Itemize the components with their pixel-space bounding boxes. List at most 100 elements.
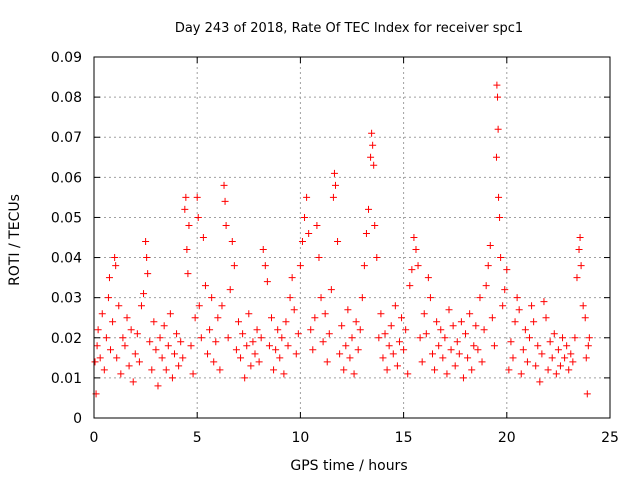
data-point [113,354,121,362]
data-point [150,318,158,326]
data-point [255,358,263,366]
data-point [319,338,327,346]
data-point [437,326,445,334]
data-point [117,370,125,378]
data-point [346,354,354,362]
data-point [443,370,451,378]
data-point [137,302,145,310]
data-point [352,318,360,326]
data-point [492,153,500,161]
data-point [170,350,178,358]
data-point [168,374,176,382]
data-point [115,302,123,310]
data-point [325,330,333,338]
data-point [398,314,406,322]
data-point [470,342,478,350]
data-point [156,334,164,342]
data-point [177,338,185,346]
data-point [494,93,502,101]
data-point [400,346,408,354]
data-point [166,310,174,318]
data-point [431,366,439,374]
data-point [241,374,249,382]
y-tick-label: 0.01 [51,371,82,387]
data-point [338,322,346,330]
data-point [327,286,335,294]
data-point [583,390,591,398]
data-point [379,354,387,362]
data-point [280,370,288,378]
data-point [290,306,298,314]
data-point [228,238,236,246]
data-point [526,334,534,342]
data-point [251,350,259,358]
x-tick-label: 5 [193,430,202,446]
data-point [451,362,459,370]
data-point [418,358,426,366]
data-point [373,254,381,262]
data-point [476,294,484,302]
data-point [521,326,529,334]
data-point [259,246,267,254]
data-point [175,362,183,370]
data-point [528,302,536,310]
y-tick-label: 0.03 [51,291,82,307]
data-point [162,366,170,374]
data-point [565,366,573,374]
data-point [104,294,112,302]
axis-ticks [93,56,611,419]
data-point [501,286,509,294]
data-point [439,354,447,362]
data-point [232,346,240,354]
data-point [315,254,323,262]
data-point [453,338,461,346]
data-point [160,322,168,330]
data-point [484,262,492,270]
y-tick-label: 0.05 [51,210,82,226]
data-point [420,310,428,318]
x-tick-label: 20 [498,430,516,446]
data-point [100,366,108,374]
data-point [497,254,505,262]
data-point [464,354,472,362]
data-point [185,221,193,229]
data-point [350,370,358,378]
data-point [201,282,209,290]
data-point [109,318,117,326]
data-point [395,338,403,346]
plot-frame [93,56,611,419]
data-point [331,181,339,189]
data-point [301,213,309,221]
data-point [571,334,579,342]
data-point [183,246,191,254]
data-point [466,310,474,318]
data-point [505,366,513,374]
data-point [422,330,430,338]
data-point [496,213,504,221]
x-tick-label: 15 [395,430,413,446]
data-point [554,346,562,354]
data-point [556,362,564,370]
y-tick-labels: 0 0.01 0.02 0.03 0.04 0.05 0.06 0.07 0.08 0.09 [51,50,82,427]
data-point [581,314,589,322]
data-point [152,346,160,354]
data-point [94,326,102,334]
data-point [414,262,422,270]
data-point [245,310,253,318]
data-point [224,334,232,342]
data-point [206,326,214,334]
data-point [247,362,255,370]
data-point [268,314,276,322]
data-point [123,314,131,322]
data-point [173,330,181,338]
data-point [307,326,315,334]
data-point [303,193,311,201]
data-point [358,294,366,302]
data-point [472,322,480,330]
data-point [348,334,356,342]
x-tick-label: 0 [90,430,99,446]
data-point [503,266,511,274]
data-point [239,330,247,338]
data-point [433,318,441,326]
data-point [282,318,290,326]
